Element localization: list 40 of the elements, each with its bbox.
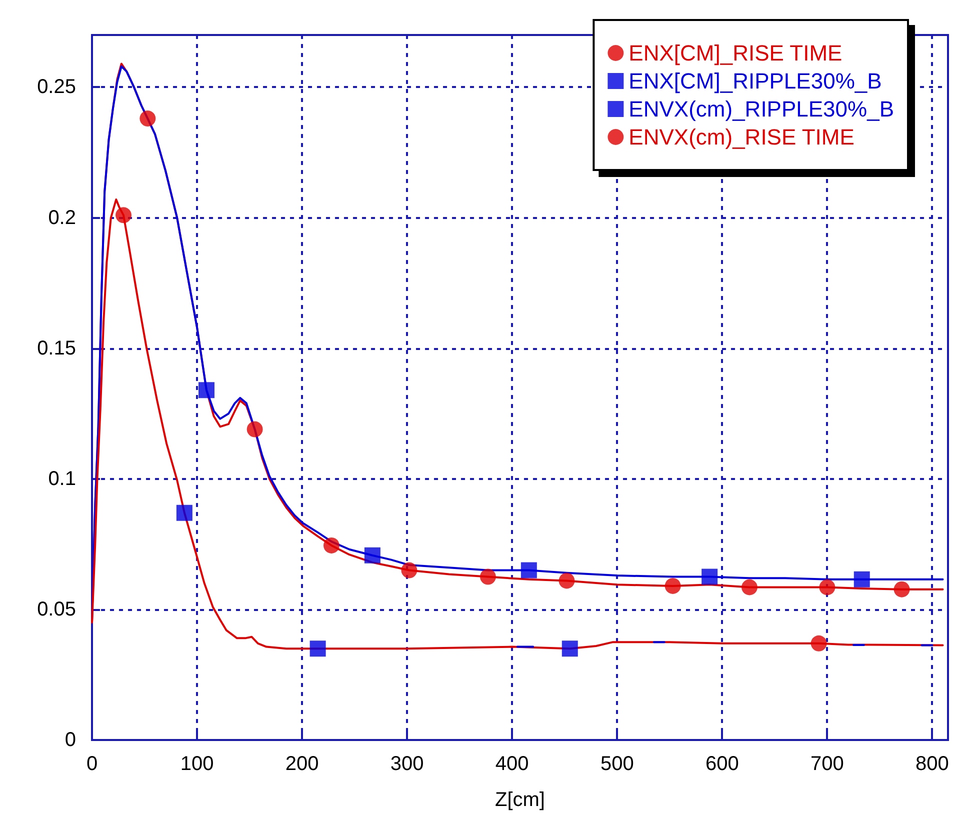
- x-tick-label: 600: [705, 753, 739, 775]
- point: [480, 568, 496, 585]
- x-tick-label: 300: [390, 753, 424, 775]
- x-tick-label: 100: [180, 753, 214, 775]
- point: [742, 579, 758, 596]
- point: [819, 579, 836, 596]
- legend-label: ENX[CM]_RIPPLE30%_B: [628, 68, 882, 94]
- point: [176, 504, 192, 521]
- y-tick-label: 0.1: [48, 468, 76, 490]
- point: [520, 562, 537, 578]
- point: [323, 537, 340, 554]
- point: [664, 578, 681, 594]
- point: [246, 421, 263, 438]
- x-tick-label: 800: [916, 753, 949, 775]
- point: [702, 568, 718, 585]
- legend-label: ENX[CM]_RISE TIME: [628, 40, 842, 66]
- y-tick-label: 0.2: [48, 206, 76, 229]
- x-tick-label: 500: [600, 753, 634, 775]
- point: [894, 581, 910, 598]
- point: [854, 571, 870, 588]
- x-tick-label: 200: [285, 753, 319, 775]
- y-tick-label: 0: [64, 729, 76, 751]
- y-tick-label: 0.15: [37, 337, 76, 360]
- x-tick-label: 0: [86, 753, 98, 775]
- point: [810, 635, 827, 652]
- point: [562, 640, 578, 657]
- x-axis-title: Z[cm]: [495, 789, 545, 811]
- legend-label: ENVX(cm)_RISE TIME: [628, 124, 854, 150]
- point: [198, 382, 214, 398]
- point: [401, 562, 418, 578]
- point: [364, 547, 380, 564]
- point: [558, 572, 575, 589]
- point: [140, 110, 156, 127]
- point: [310, 640, 326, 657]
- x-tick-label: 700: [810, 753, 844, 775]
- legend-label: ENVX(cm)_RIPPLE30%_B: [628, 96, 894, 122]
- x-tick-label: 400: [495, 753, 529, 775]
- y-tick-label: 0.05: [37, 598, 76, 620]
- point: [116, 207, 132, 224]
- y-tick-label: 0.25: [37, 76, 76, 98]
